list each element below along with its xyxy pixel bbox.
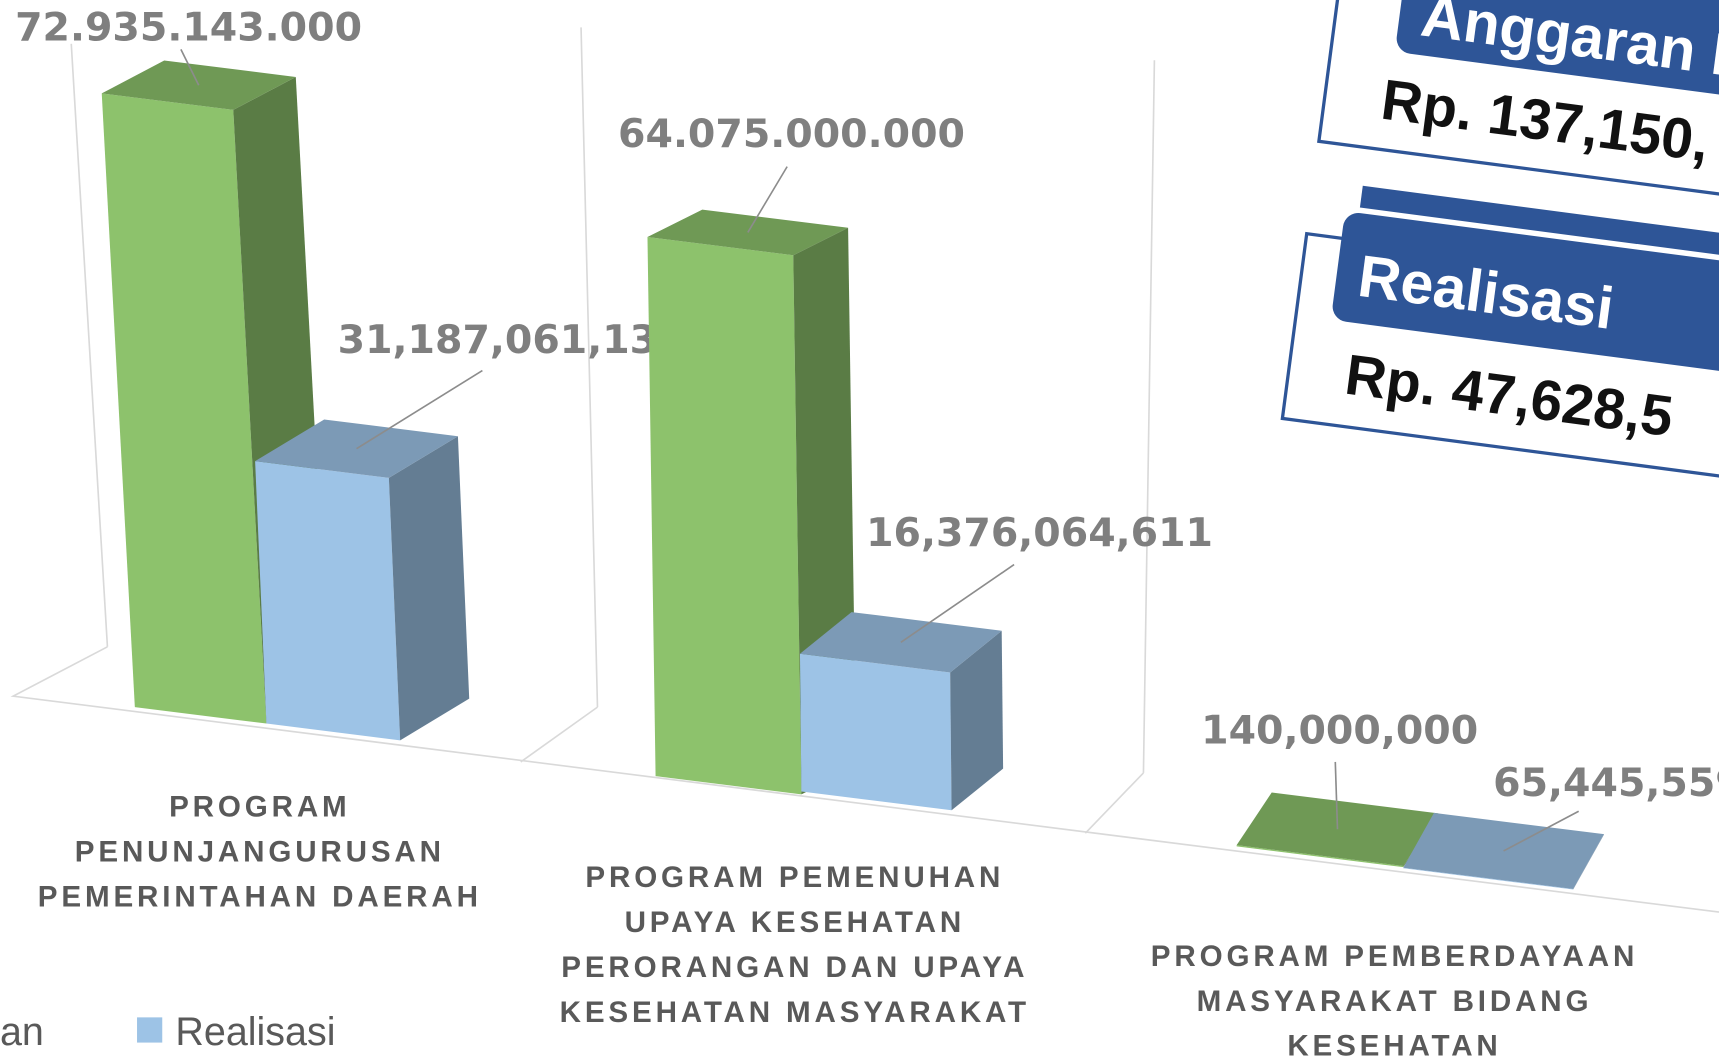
- value-label: 140,000,000: [1201, 707, 1478, 753]
- category-label: PROGRAM PEMBERDAYAAN MASYARAKAT BIDANG K…: [1150, 939, 1639, 1059]
- callout-strip: [1359, 185, 1719, 262]
- legend-swatch: [137, 1017, 163, 1043]
- bar-side: [1573, 834, 1604, 890]
- legend-label: Realisasi: [175, 1010, 335, 1054]
- callout-header: [1396, 0, 1719, 105]
- leader-line: [180, 48, 200, 86]
- bar-front: [255, 461, 401, 741]
- callout-header: [1332, 212, 1719, 376]
- callouts: Anggaran B Rp. 137,150, Realisasi Rp. 47…: [1280, 0, 1719, 481]
- bars: 72.935.143.000 31,187,061,138 64.075.000.0…: [15, 5, 1719, 890]
- legend: Anggaran Realisasi: [0, 1010, 335, 1054]
- bar-top: [799, 612, 1002, 673]
- category-label: PROGRAM PENUNJANGURUSAN PEMERINTAHAN DAE…: [37, 790, 482, 914]
- bar-front: [647, 237, 802, 795]
- bar-side: [950, 630, 1004, 811]
- bar-front: [1236, 845, 1404, 868]
- legend-label: Anggaran: [0, 1010, 44, 1054]
- leader-line: [1334, 761, 1339, 830]
- chart-walls: [10, 27, 1719, 913]
- bar-front: [1403, 867, 1574, 890]
- bar-top: [1403, 812, 1604, 889]
- value-label: 64.075.000.000: [618, 111, 965, 157]
- bar-front: [101, 93, 267, 724]
- leader-line: [356, 369, 483, 450]
- value-label: 31,187,061,138: [338, 317, 685, 363]
- bar-side: [388, 436, 470, 741]
- value-label: 65,445,559: [1493, 760, 1719, 806]
- leader-line: [1503, 810, 1580, 852]
- leader-line: [747, 166, 788, 233]
- leader-line: [900, 563, 1015, 643]
- value-label: 16,376,064,611: [866, 510, 1213, 556]
- value-label: 72.935.143.000: [15, 5, 362, 51]
- category-label: PROGRAM PEMENUHAN UPAYA KESEHATAN PERORA…: [559, 860, 1030, 1029]
- bar-front: [799, 653, 952, 811]
